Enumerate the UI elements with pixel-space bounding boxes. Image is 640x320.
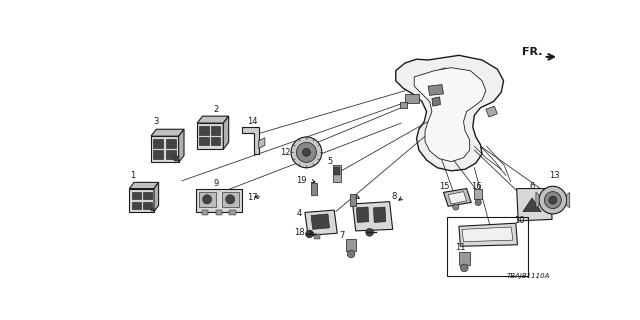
Polygon shape <box>202 210 208 215</box>
Polygon shape <box>242 127 259 154</box>
Text: 9: 9 <box>214 179 219 188</box>
Text: 16: 16 <box>471 182 482 191</box>
Polygon shape <box>459 252 470 265</box>
Polygon shape <box>373 207 386 222</box>
Circle shape <box>348 250 355 258</box>
Text: 3: 3 <box>154 117 159 126</box>
Polygon shape <box>333 165 341 182</box>
Circle shape <box>452 204 459 210</box>
Circle shape <box>365 228 373 236</box>
Text: 2: 2 <box>213 105 218 114</box>
Polygon shape <box>462 227 513 242</box>
Polygon shape <box>211 126 220 135</box>
Polygon shape <box>174 156 179 161</box>
Polygon shape <box>200 126 209 135</box>
Polygon shape <box>129 182 159 188</box>
Text: 5: 5 <box>327 157 332 166</box>
Circle shape <box>475 199 481 205</box>
Polygon shape <box>356 207 369 222</box>
Circle shape <box>202 195 212 204</box>
Polygon shape <box>349 194 356 206</box>
Text: 17: 17 <box>247 193 258 202</box>
Text: 12: 12 <box>280 148 291 157</box>
Circle shape <box>291 137 322 168</box>
Polygon shape <box>523 198 541 212</box>
Polygon shape <box>311 183 317 196</box>
Polygon shape <box>444 188 471 206</box>
Polygon shape <box>314 234 320 239</box>
Polygon shape <box>143 192 152 199</box>
Text: 6: 6 <box>529 182 535 191</box>
Text: 13: 13 <box>549 171 560 180</box>
Polygon shape <box>334 167 340 175</box>
Polygon shape <box>459 223 517 246</box>
Polygon shape <box>129 188 154 212</box>
Polygon shape <box>166 150 175 158</box>
Polygon shape <box>550 192 558 205</box>
Text: 4: 4 <box>297 210 302 219</box>
Circle shape <box>296 142 316 162</box>
Polygon shape <box>197 123 223 149</box>
Circle shape <box>549 196 557 204</box>
Polygon shape <box>196 188 242 212</box>
Polygon shape <box>516 188 552 221</box>
Text: 10: 10 <box>514 216 524 225</box>
Polygon shape <box>353 202 393 231</box>
Polygon shape <box>211 137 220 145</box>
Polygon shape <box>154 182 159 212</box>
Polygon shape <box>166 139 175 148</box>
Circle shape <box>303 148 310 156</box>
Polygon shape <box>405 94 419 103</box>
Polygon shape <box>566 192 570 208</box>
Text: 14: 14 <box>247 117 258 126</box>
Polygon shape <box>448 192 467 204</box>
Text: 8: 8 <box>392 192 397 201</box>
Circle shape <box>225 195 235 204</box>
Polygon shape <box>132 192 141 199</box>
Text: TBAJB1110A: TBAJB1110A <box>506 273 550 278</box>
Polygon shape <box>197 116 228 123</box>
Polygon shape <box>143 202 152 209</box>
Polygon shape <box>414 68 486 162</box>
Polygon shape <box>216 210 221 215</box>
Polygon shape <box>259 138 265 148</box>
Polygon shape <box>346 239 356 251</box>
Polygon shape <box>428 84 444 95</box>
Text: 18: 18 <box>294 228 305 237</box>
Polygon shape <box>153 150 163 158</box>
Text: FR.: FR. <box>522 47 542 57</box>
Polygon shape <box>396 55 504 171</box>
Polygon shape <box>486 106 497 117</box>
Polygon shape <box>151 208 154 211</box>
Polygon shape <box>132 202 141 209</box>
Polygon shape <box>367 228 372 234</box>
Polygon shape <box>179 129 184 162</box>
Circle shape <box>306 230 314 238</box>
Polygon shape <box>223 116 228 149</box>
Polygon shape <box>399 101 407 108</box>
Polygon shape <box>230 210 236 215</box>
Circle shape <box>545 192 561 209</box>
Polygon shape <box>198 192 216 207</box>
Text: 15: 15 <box>439 182 449 191</box>
Circle shape <box>539 186 566 214</box>
Polygon shape <box>474 188 482 199</box>
Polygon shape <box>221 192 239 207</box>
Polygon shape <box>151 136 179 162</box>
Polygon shape <box>153 139 163 148</box>
Polygon shape <box>432 97 440 106</box>
Polygon shape <box>305 210 337 236</box>
Text: 11: 11 <box>455 243 466 252</box>
Circle shape <box>460 264 468 272</box>
Polygon shape <box>200 137 209 145</box>
Text: 19: 19 <box>296 176 307 185</box>
Polygon shape <box>536 192 539 208</box>
Polygon shape <box>311 214 330 229</box>
Text: 7: 7 <box>339 231 344 240</box>
Polygon shape <box>151 129 184 136</box>
Text: 1: 1 <box>131 171 136 180</box>
